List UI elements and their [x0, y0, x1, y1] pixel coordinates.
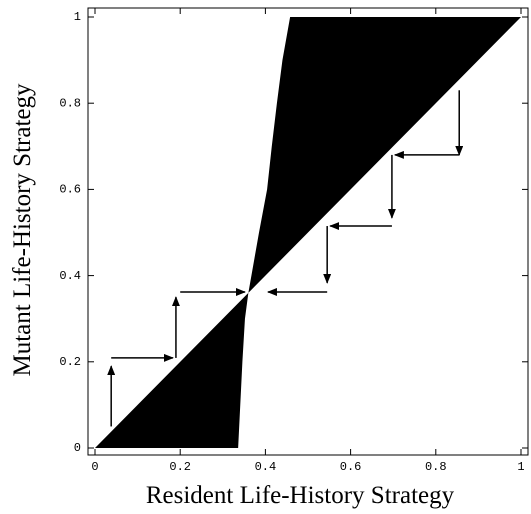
lower-region: [95, 292, 249, 448]
y-axis-label: Mutant Life-History Strategy: [9, 83, 36, 376]
x-tick-label: 0: [91, 460, 98, 474]
x-axis-label: Resident Life-History Strategy: [146, 482, 455, 509]
y-tick-label: 0.8: [59, 96, 81, 110]
upper-region: [248, 17, 522, 293]
y-tick-label: 0: [74, 441, 81, 455]
y-tick-label: 0.6: [59, 183, 81, 197]
frame: [87, 7, 529, 456]
x-tick-label: 0.4: [255, 460, 277, 474]
y-tick-label: 1: [74, 10, 81, 24]
y-tick-label: 0.2: [59, 355, 81, 369]
x-tick-label: 0.8: [425, 460, 447, 474]
x-tick-label: 0.2: [169, 460, 191, 474]
y-tick-label: 0.4: [59, 269, 81, 283]
x-tick-label: 0.6: [340, 460, 362, 474]
x-tick-label: 1: [517, 460, 524, 474]
